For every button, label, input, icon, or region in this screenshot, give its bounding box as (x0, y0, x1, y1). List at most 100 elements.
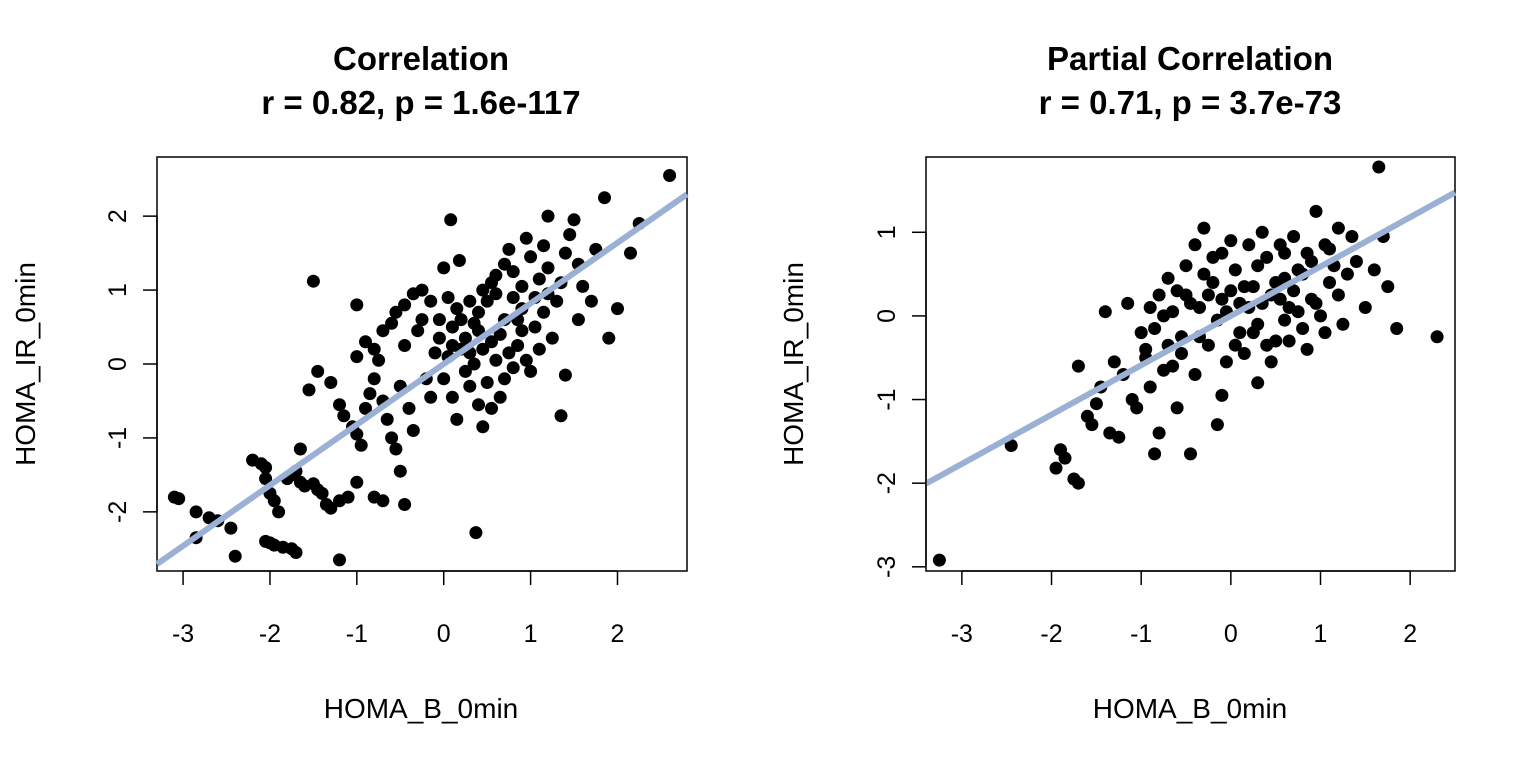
data-point (1215, 388, 1229, 402)
x-axis-label: HOMA_B_0min (1093, 693, 1288, 724)
data-point (452, 254, 466, 267)
plot-frame (925, 156, 1456, 572)
data-point (528, 320, 542, 334)
data-point (506, 265, 520, 279)
data-point (1143, 301, 1157, 314)
data-point (563, 228, 577, 242)
data-point (402, 401, 416, 415)
data-point (498, 257, 511, 271)
data-point (1228, 338, 1242, 352)
data-point (624, 246, 637, 260)
data-point (1340, 267, 1354, 281)
chart-subtitle: r = 0.82, p = 1.6e-117 (261, 84, 580, 121)
data-point (485, 401, 498, 415)
data-point (1188, 368, 1202, 381)
data-point (480, 376, 494, 389)
data-point (1215, 246, 1229, 260)
data-point (393, 464, 407, 478)
data-point (354, 438, 368, 452)
data-point (272, 505, 286, 519)
data-point (1228, 263, 1242, 277)
data-point (515, 324, 529, 338)
data-point (367, 342, 381, 356)
data-point (1318, 326, 1332, 340)
data-point (259, 461, 273, 474)
data-point (1058, 451, 1072, 465)
data-point (1184, 296, 1197, 310)
data-point (489, 353, 503, 367)
data-point (415, 313, 429, 327)
data-point (228, 549, 242, 563)
data-point (1246, 326, 1260, 340)
data-point (341, 490, 355, 504)
data-point (1237, 347, 1251, 360)
y-tick-label: -2 (104, 501, 132, 523)
data-point (598, 191, 611, 205)
data-point (302, 383, 316, 397)
data-point (359, 401, 372, 415)
data-point (1210, 418, 1224, 432)
x-tick-label: 1 (1314, 620, 1328, 648)
data-point (445, 390, 459, 404)
data-point (1237, 280, 1251, 294)
data-point (445, 320, 459, 334)
data-point (489, 268, 503, 282)
data-point (398, 498, 412, 511)
data-point (1345, 230, 1359, 243)
data-point (511, 339, 525, 352)
data-point (445, 339, 459, 352)
data-point (1323, 242, 1336, 256)
data-point (1107, 355, 1121, 369)
data-point (567, 213, 581, 227)
y-tick-label: -2 (873, 472, 901, 494)
data-point (1323, 276, 1336, 289)
data-point (1071, 359, 1085, 373)
data-point (385, 316, 399, 330)
data-point (532, 342, 546, 356)
data-point (463, 379, 477, 393)
data-layer (924, 160, 1457, 567)
x-tick-label: -3 (172, 620, 194, 648)
data-point (1148, 447, 1162, 461)
data-point (293, 442, 307, 456)
data-point (493, 390, 507, 404)
data-point (472, 305, 485, 319)
data-point (389, 305, 403, 319)
data-point (1260, 338, 1274, 352)
y-axis: -2 -1 0 1 2 (104, 209, 158, 523)
data-point (1157, 363, 1171, 377)
data-point (519, 353, 533, 367)
data-point (1287, 284, 1301, 298)
data-point (1381, 280, 1395, 294)
data-point (372, 353, 386, 367)
data-point (450, 302, 464, 316)
data-point (515, 279, 529, 293)
data-point (502, 346, 516, 360)
chart-title: Partial Correlation (1047, 40, 1333, 77)
data-point (1130, 401, 1144, 415)
data-point (1314, 309, 1327, 323)
x-tick-label: -1 (1130, 620, 1152, 648)
data-point (1336, 317, 1350, 331)
x-tick-label: -2 (259, 620, 281, 648)
data-point (311, 364, 325, 378)
data-point (350, 427, 364, 441)
y-tick-label: -1 (104, 427, 132, 449)
data-point (1233, 326, 1247, 340)
y-axis-label: HOMA_IR_0min (10, 262, 41, 466)
data-point (367, 372, 381, 386)
data-point (1215, 292, 1229, 306)
x-axis: -3 -2 -1 0 1 2 (172, 570, 624, 648)
data-point (450, 412, 464, 426)
data-point (1134, 326, 1148, 340)
data-point (454, 313, 468, 327)
data-point (480, 294, 494, 308)
data-point (432, 331, 446, 345)
y-tick-label: 0 (873, 309, 901, 323)
data-point (306, 274, 320, 288)
data-point (380, 412, 394, 426)
data-point (428, 346, 442, 360)
data-point (224, 521, 238, 535)
y-tick-label: 0 (104, 357, 132, 371)
data-point (363, 387, 377, 401)
